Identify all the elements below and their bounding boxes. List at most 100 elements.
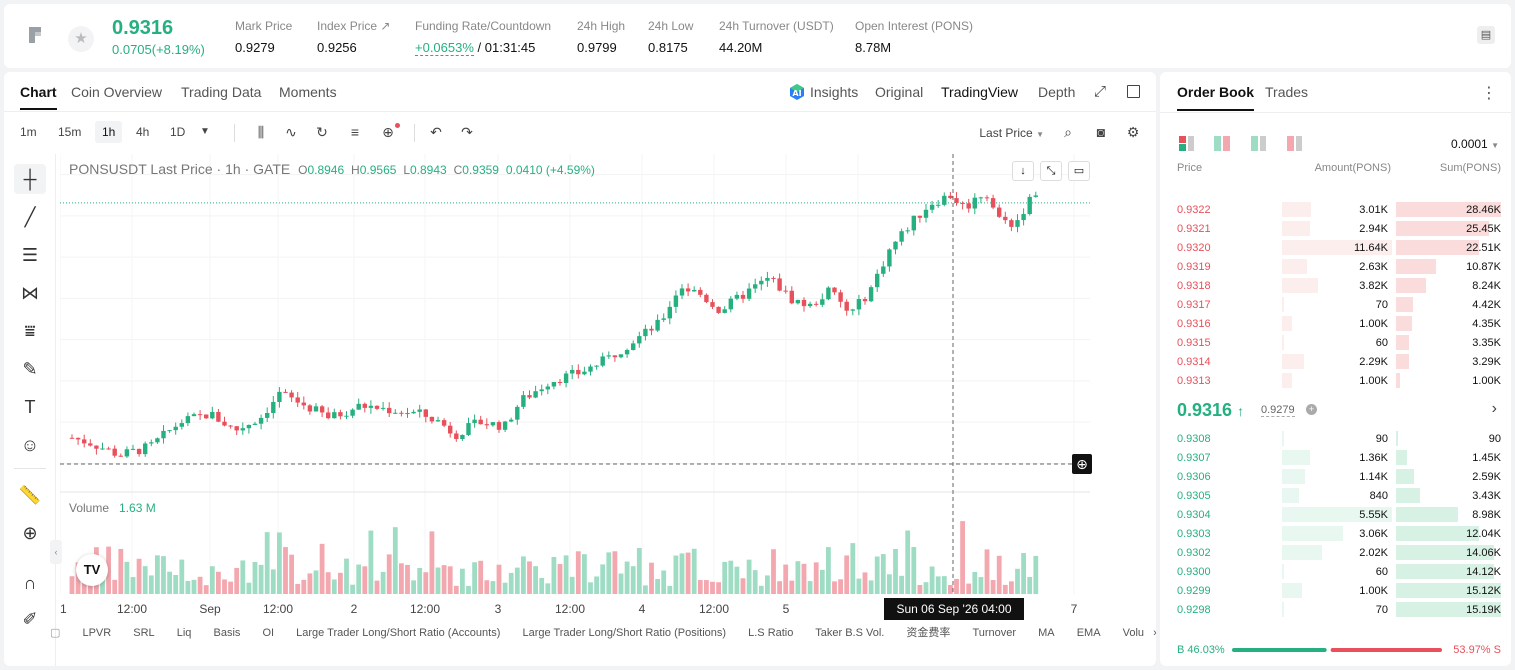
- price-source-select[interactable]: Last Price ▼: [979, 126, 1044, 140]
- window-icon[interactable]: [1127, 85, 1140, 98]
- indicator-large-trader-accounts[interactable]: Large Trader Long/Short Ratio (Accounts): [296, 627, 501, 639]
- tab-chart[interactable]: Chart: [20, 84, 57, 110]
- collapse-toolbar-button[interactable]: ‹: [50, 540, 62, 564]
- replay-icon[interactable]: ↻: [316, 124, 328, 140]
- ask-row[interactable]: 0.9318 3.82K 8.24K: [1160, 276, 1511, 295]
- ask-row[interactable]: 0.9319 2.63K 10.87K: [1160, 257, 1511, 276]
- indicator-funding-rate[interactable]: 资金费率: [906, 627, 951, 639]
- ask-row[interactable]: 0.9321 2.94K 25.45K: [1160, 219, 1511, 238]
- bid-row[interactable]: 0.9303 3.06K 12.04K: [1160, 524, 1511, 543]
- bid-row[interactable]: 0.9298 70 15.19K: [1160, 600, 1511, 619]
- crosshair-icon[interactable]: ┼: [14, 164, 46, 194]
- tab-trading-data[interactable]: Trading Data: [181, 84, 262, 100]
- indicator-ls-ratio[interactable]: L.S Ratio: [748, 627, 794, 639]
- add-alert-icon[interactable]: ⊕: [382, 124, 394, 140]
- settings-gear-icon[interactable]: ⚙: [1126, 124, 1140, 140]
- chevron-right-icon[interactable]: ›: [1491, 400, 1497, 417]
- candle-type-icon[interactable]: ⫼: [257, 124, 265, 140]
- shield-icon[interactable]: +: [1306, 404, 1317, 415]
- sum-depth-bar: [1396, 278, 1427, 293]
- ask-row[interactable]: 0.9317 70 4.42K: [1160, 295, 1511, 314]
- tab-moments[interactable]: Moments: [279, 84, 337, 100]
- guide-book-icon[interactable]: ▤: [1477, 26, 1495, 44]
- indicator-ma[interactable]: MA: [1038, 627, 1055, 639]
- edit-lock-icon[interactable]: ✐: [22, 609, 38, 629]
- ask-row[interactable]: 0.9315 60 3.35K: [1160, 333, 1511, 352]
- indicator-srl[interactable]: SRL: [133, 627, 155, 639]
- indicators-icon[interactable]: ∿: [285, 124, 297, 140]
- tradingview-logo-icon[interactable]: TV: [76, 554, 108, 586]
- redo-icon[interactable]: ↷: [461, 124, 473, 140]
- emoji-icon[interactable]: ☺: [20, 435, 40, 455]
- timeframe-15m[interactable]: 15m: [58, 125, 82, 139]
- stat-funding-rate[interactable]: Funding Rate/Countdown +0.0653% / 01:31:…: [415, 19, 552, 56]
- bid-row[interactable]: 0.9300 60 14.12K: [1160, 562, 1511, 581]
- indicator-turnover[interactable]: Turnover: [972, 627, 1017, 639]
- chevron-down-icon[interactable]: ▼: [200, 126, 210, 137]
- chart-area[interactable]: 0.9316⊕0.27581.00000.90000.80000.70000.6…: [53, 154, 1154, 664]
- timeframe-1d[interactable]: 1D: [170, 125, 186, 139]
- trendline-icon[interactable]: ╱: [24, 207, 36, 227]
- favorite-star-icon[interactable]: ★: [68, 26, 94, 52]
- ask-row[interactable]: 0.9320 11.64K 22.51K: [1160, 238, 1511, 257]
- mid-price[interactable]: 0.9316 ↑: [1177, 400, 1245, 420]
- volume-bar: [996, 555, 1002, 594]
- ask-row[interactable]: 0.9314 2.29K 3.29K: [1160, 352, 1511, 371]
- bid-row[interactable]: 0.9308 90 90: [1160, 429, 1511, 448]
- indicator-liq[interactable]: Liq: [176, 627, 192, 639]
- tab-order-book[interactable]: Order Book: [1177, 84, 1255, 111]
- undo-icon[interactable]: ↶: [430, 124, 442, 140]
- tab-tradingview[interactable]: TradingView: [941, 84, 1019, 100]
- tab-original[interactable]: Original: [875, 84, 924, 100]
- fullscreen-icon[interactable]: ▭: [1068, 161, 1090, 181]
- timeframe-1m[interactable]: 1m: [20, 125, 37, 139]
- stat-index-price[interactable]: Index Price ↗ 0.9256: [317, 19, 391, 55]
- sum-depth-bar: [1396, 545, 1494, 560]
- horizontal-lines-icon[interactable]: ☰: [21, 245, 39, 265]
- candle: [661, 318, 666, 320]
- more-vertical-icon[interactable]: ⋮: [1481, 85, 1497, 102]
- precision-select[interactable]: 0.0001 ▼: [1451, 137, 1499, 151]
- bid-row[interactable]: 0.9302 2.02K 14.06K: [1160, 543, 1511, 562]
- ask-row[interactable]: 0.9322 3.01K 28.46K: [1160, 200, 1511, 219]
- camera-icon[interactable]: ◙: [1096, 124, 1106, 140]
- indicator-basis[interactable]: Basis: [213, 627, 241, 639]
- tab-insights[interactable]: Insights: [810, 84, 859, 100]
- expand-icon[interactable]: ⤢: [1094, 83, 1107, 100]
- chevron-right-icon[interactable]: ›: [1153, 627, 1156, 639]
- ask-row[interactable]: 0.9316 1.00K 4.35K: [1160, 314, 1511, 333]
- indicator-ema[interactable]: EMA: [1076, 627, 1101, 639]
- tab-trades[interactable]: Trades: [1265, 84, 1309, 100]
- indicator-taker-bs-vol[interactable]: Taker B.S Vol.: [815, 627, 885, 639]
- templates-icon[interactable]: ≡: [350, 124, 360, 140]
- indicator-volume[interactable]: Volu: [1122, 627, 1145, 639]
- arrow-down-icon[interactable]: ↓: [1012, 161, 1034, 181]
- magnet-icon[interactable]: ∩: [23, 573, 37, 593]
- zoom-in-icon[interactable]: ⊕: [22, 523, 38, 543]
- indicator-large-trader-positions[interactable]: Large Trader Long/Short Ratio (Positions…: [522, 627, 727, 639]
- fib-retracement-icon[interactable]: ⩸: [24, 321, 36, 341]
- text-tool-icon[interactable]: T: [24, 397, 36, 417]
- bid-row[interactable]: 0.9305 840 3.43K: [1160, 486, 1511, 505]
- indicator-oi[interactable]: OI: [262, 627, 275, 639]
- bid-row[interactable]: 0.9307 1.36K 1.45K: [1160, 448, 1511, 467]
- ruler-icon[interactable]: 📏: [18, 485, 42, 505]
- indicator-lpvr[interactable]: LPVR: [82, 627, 112, 639]
- ai-insights-icon[interactable]: AI: [788, 83, 806, 101]
- brush-icon[interactable]: ✎: [22, 359, 38, 379]
- tab-depth[interactable]: Depth: [1038, 84, 1076, 100]
- volume-bar: [905, 530, 911, 594]
- ask-row[interactable]: 0.9313 1.00K 1.00K: [1160, 371, 1511, 390]
- candle: [746, 288, 752, 299]
- collapse-icon[interactable]: ⤡: [1040, 161, 1062, 181]
- bid-row[interactable]: 0.9299 1.00K 15.12K: [1160, 581, 1511, 600]
- tab-coin-overview[interactable]: Coin Overview: [71, 84, 163, 100]
- timeframe-4h[interactable]: 4h: [136, 125, 150, 139]
- search-icon[interactable]: ⌕: [1064, 124, 1072, 140]
- timeframe-1h[interactable]: 1h: [95, 121, 123, 143]
- bid-row[interactable]: 0.9306 1.14K 2.59K: [1160, 467, 1511, 486]
- bid-row[interactable]: 0.9304 5.55K 8.98K: [1160, 505, 1511, 524]
- time-tick-label: 4: [639, 602, 646, 616]
- pattern-icon[interactable]: ⋈: [21, 283, 39, 303]
- candlestick-chart[interactable]: 0.9316⊕0.27581.00000.90000.80000.70000.6…: [53, 154, 1154, 624]
